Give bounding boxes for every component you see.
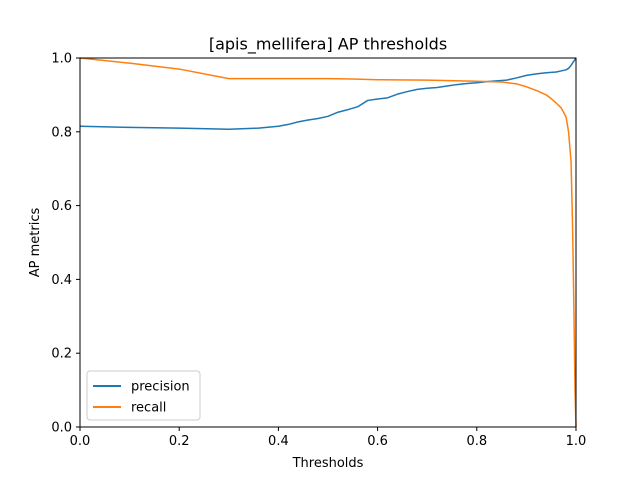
- series-layer: [79, 57, 577, 428]
- x-axis-label: Thresholds: [292, 456, 364, 471]
- chart-title: [apis_mellifera] AP thresholds: [209, 35, 447, 55]
- x-axis-ticks: 0.0 0.2 0.4 0.6 0.8 1.0: [70, 427, 587, 449]
- legend-label-recall: recall: [131, 401, 166, 416]
- x-tick-label: 0.4: [268, 434, 289, 449]
- y-axis-ticks: 0.0 0.2 0.4 0.6 0.8 1.0: [51, 52, 80, 436]
- y-tick-label: 0.4: [51, 273, 72, 288]
- y-axis-label: AP metrics: [28, 208, 43, 278]
- x-tick-label: 0.8: [466, 434, 487, 449]
- series-line-precision: [79, 57, 577, 130]
- y-tick-label: 0.0: [51, 421, 72, 436]
- x-tick-label: 0.0: [70, 434, 91, 449]
- x-tick-label: 0.2: [169, 434, 190, 449]
- plot-area: [80, 58, 576, 427]
- legend-label-precision: precision: [131, 380, 190, 395]
- y-tick-label: 0.2: [51, 347, 72, 362]
- y-tick-label: 0.8: [51, 125, 72, 140]
- plot-frame: [79, 57, 577, 428]
- series-line-recall: [79, 57, 577, 428]
- x-tick-label: 0.6: [367, 434, 388, 449]
- legend: precision recall: [86, 370, 201, 421]
- x-tick-label: 1.0: [566, 434, 587, 449]
- y-tick-label: 0.6: [51, 199, 72, 214]
- y-tick-label: 1.0: [51, 52, 72, 67]
